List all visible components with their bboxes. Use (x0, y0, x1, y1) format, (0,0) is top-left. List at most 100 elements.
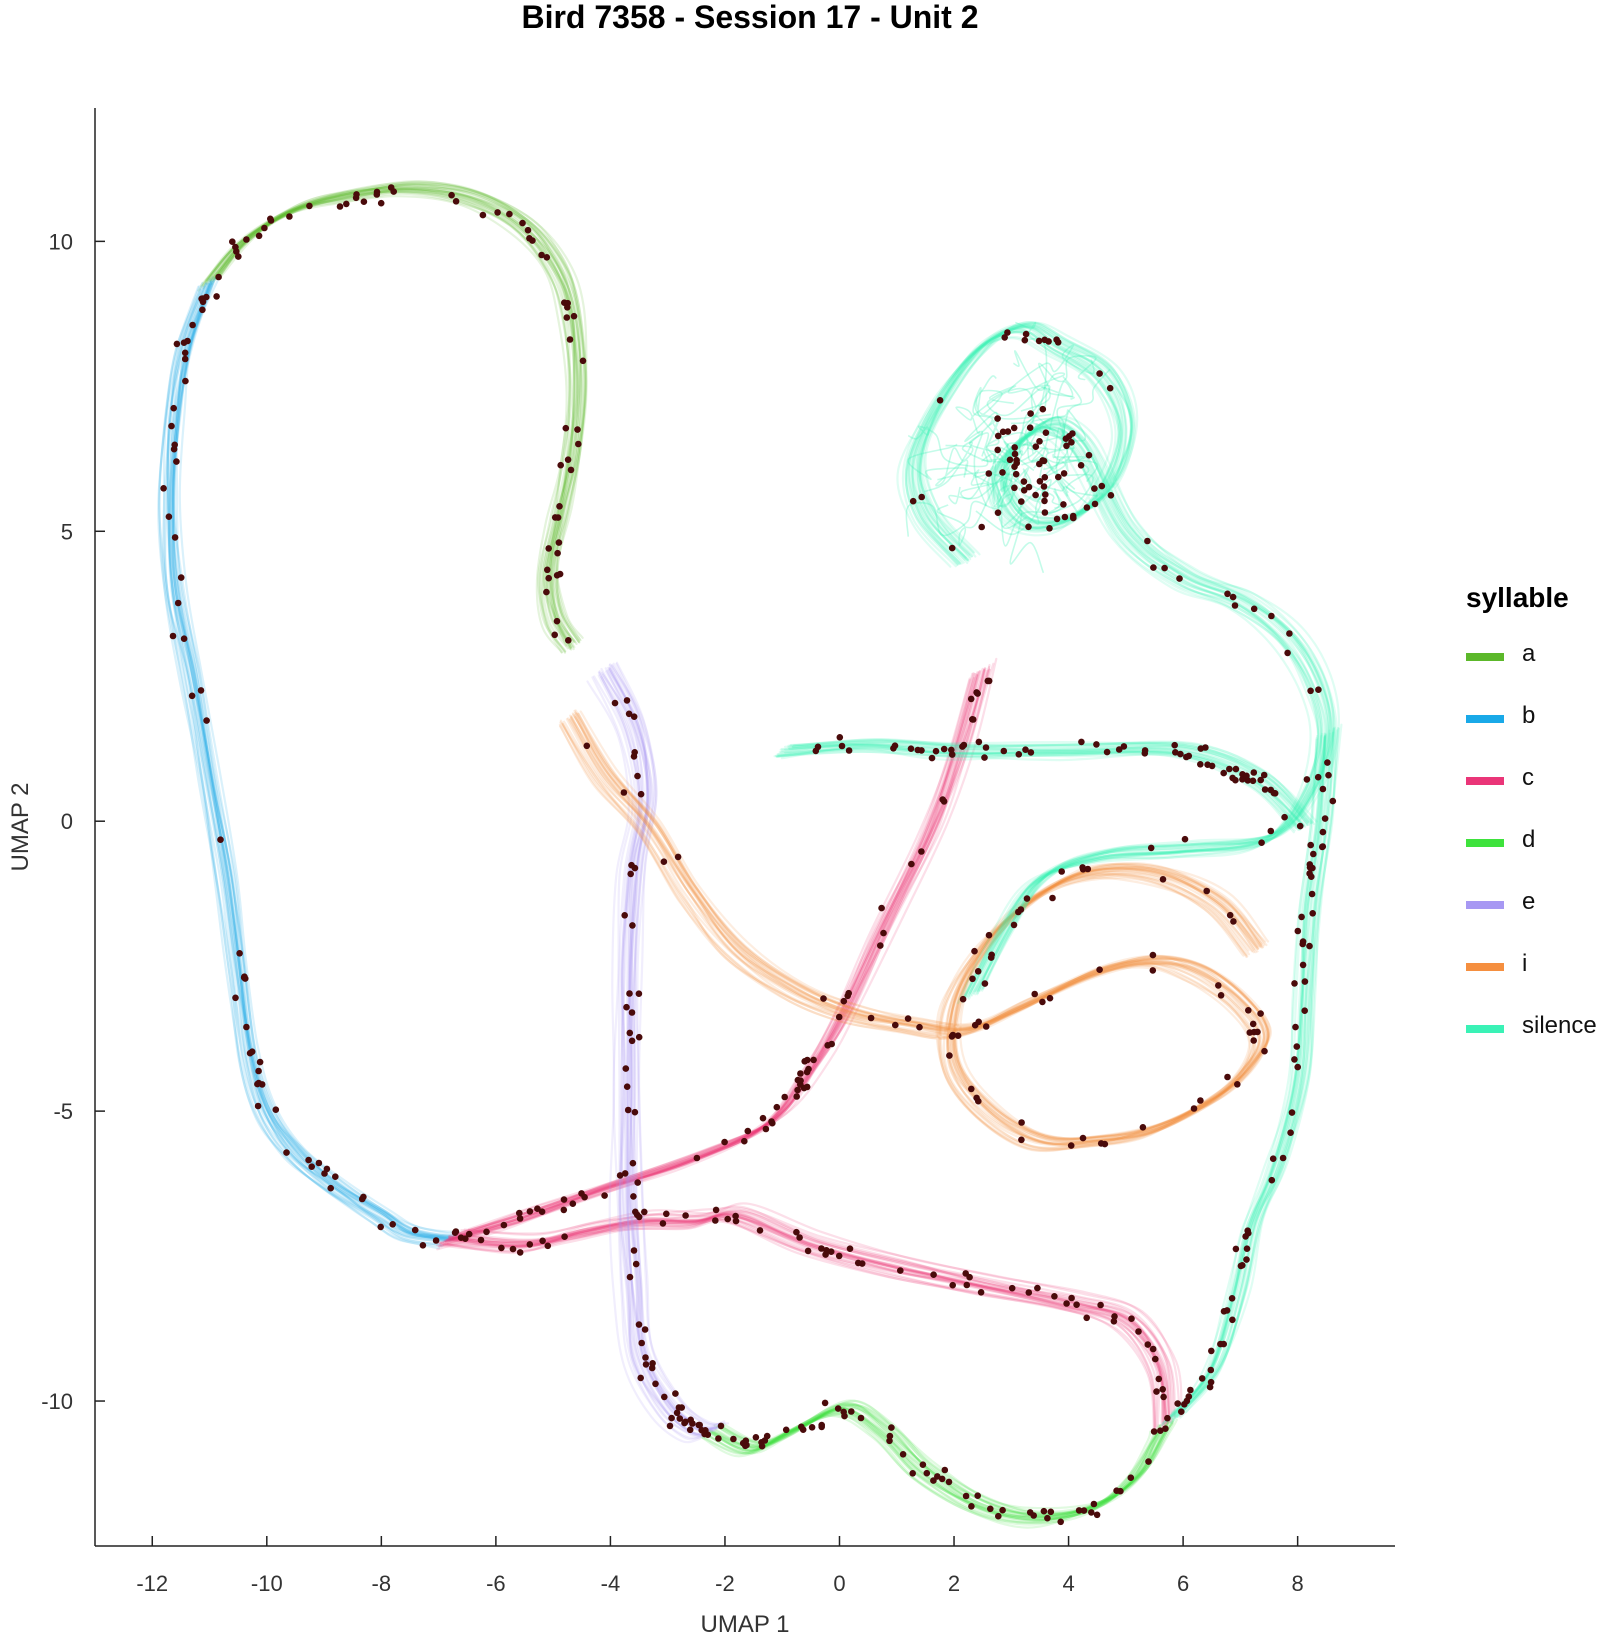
spike-marker (1040, 1507, 1048, 1515)
spike-marker (1032, 491, 1039, 499)
spike-marker (553, 572, 561, 579)
spike-marker (1310, 850, 1317, 858)
spike-marker (1177, 750, 1184, 758)
spike-marker (1070, 514, 1077, 522)
trajectory-line-c (449, 1212, 1171, 1422)
spike-marker (1157, 1427, 1164, 1434)
spike-marker (963, 1281, 971, 1289)
x-axis-label: UMAP 1 (701, 1611, 790, 1637)
trajectory-line-c (456, 664, 991, 1238)
spike-marker (1150, 1428, 1158, 1435)
trajectory-line-silence (969, 386, 1003, 445)
spike-marker (630, 1193, 637, 1200)
legend-item-i: i (1466, 946, 1607, 1008)
trajectory-line-i (571, 712, 1267, 1146)
spike-marker (1144, 1341, 1152, 1348)
spike-marker (1197, 1097, 1204, 1104)
spike-marker (1249, 1020, 1257, 1028)
spike-marker (199, 306, 206, 314)
trajectory-line-silence (992, 376, 1083, 465)
spike-marker (880, 929, 887, 937)
spike-marker (854, 1259, 862, 1267)
spike-marker (936, 397, 944, 404)
spike-marker (962, 1492, 970, 1500)
spike-marker (1229, 593, 1237, 601)
spike-marker (1012, 470, 1020, 478)
spike-marker (353, 191, 360, 198)
spike-marker (741, 1137, 748, 1145)
legend-swatch (1466, 839, 1504, 847)
spike-marker (516, 1249, 524, 1256)
spike-marker (1183, 1397, 1191, 1405)
spike-marker (867, 1014, 875, 1022)
spike-marker (1000, 747, 1008, 755)
spike-marker (1096, 966, 1103, 973)
spike-marker (1204, 761, 1211, 768)
spike-marker (752, 1434, 760, 1441)
trajectory-line-silence (937, 465, 1016, 500)
spike-marker (1011, 484, 1018, 492)
trajectory-line-silence (1175, 731, 1335, 1418)
legend-swatch (1466, 901, 1504, 909)
spike-marker (712, 1217, 719, 1224)
spike-marker (732, 1212, 739, 1220)
spike-marker (1039, 998, 1046, 1006)
spike-marker (1032, 443, 1040, 451)
spike-marker (794, 1086, 801, 1094)
spike-marker (524, 226, 532, 234)
spike-marker (539, 1237, 546, 1245)
trajectory-line-e (597, 674, 707, 1438)
trajectory-line-silence (913, 324, 1330, 995)
spike-marker (1067, 1142, 1075, 1149)
spike-marker (1171, 741, 1178, 749)
spike-marker (891, 742, 899, 749)
trajectory-line-silence (1171, 732, 1327, 1418)
spike-marker (1281, 813, 1288, 821)
spike-marker (1111, 1313, 1118, 1320)
spike-marker (1293, 1043, 1301, 1050)
trajectory-line-a (216, 183, 587, 643)
spike-marker (1228, 1295, 1236, 1302)
spike-marker (1135, 1328, 1142, 1335)
spike-marker (1031, 990, 1038, 998)
spike-marker (820, 995, 827, 1002)
trajectory-line-c (448, 668, 986, 1240)
trajectory-line-i (566, 717, 1260, 1146)
spike-marker (1324, 759, 1331, 766)
spike-marker (1063, 442, 1070, 450)
trajectory-line-i (574, 716, 1270, 1143)
spike-marker (987, 1505, 994, 1513)
spike-marker (1319, 785, 1327, 793)
trajectory-line-d (708, 1410, 1166, 1519)
spike-marker (1287, 1129, 1294, 1136)
x-tick-label: -6 (486, 1571, 506, 1596)
spike-marker (974, 690, 981, 697)
trajectory-line-b (171, 280, 452, 1240)
trajectory-line-i (569, 714, 1265, 1146)
spike-marker (1155, 1375, 1163, 1383)
spike-marker (938, 1475, 946, 1483)
spike-marker (1093, 741, 1100, 748)
spike-marker (1307, 841, 1314, 849)
spike-marker (982, 1023, 990, 1030)
spike-marker (1269, 1155, 1277, 1162)
spike-marker (1057, 1518, 1064, 1526)
spike-marker (1020, 487, 1028, 494)
trajectory-line-c (458, 1208, 1176, 1419)
spike-marker (171, 441, 178, 449)
trajectory-line-silence (1181, 726, 1336, 1414)
trajectory-line-c (448, 1215, 1168, 1425)
spike-marker (897, 1267, 904, 1274)
trajectory-line-d (710, 1406, 1161, 1522)
spike-marker (984, 677, 992, 685)
spike-marker (1001, 334, 1008, 341)
trajectory-line-a (216, 180, 588, 642)
spike-marker (985, 931, 993, 939)
spike-marker (1268, 1176, 1276, 1184)
spike-marker (659, 1220, 667, 1227)
trajectory-line-b (172, 280, 455, 1239)
trajectory-line-a (202, 189, 571, 654)
spike-marker (506, 210, 513, 218)
spike-marker (1288, 1109, 1296, 1116)
spike-marker (781, 1093, 788, 1101)
